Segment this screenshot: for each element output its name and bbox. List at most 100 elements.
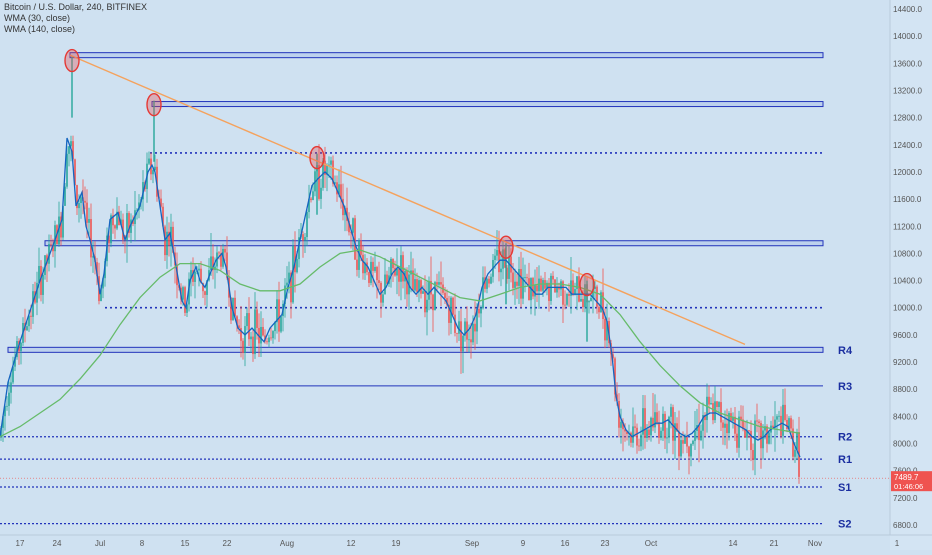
wma-140-line[interactable] <box>0 249 801 438</box>
y-tick-label: 8000.0 <box>893 440 918 449</box>
x-tick-label: 12 <box>347 539 356 548</box>
candle-body <box>526 277 528 279</box>
candle-body <box>514 281 516 288</box>
candle-body <box>412 270 414 291</box>
candle-body <box>202 282 204 292</box>
candle-body <box>576 276 578 290</box>
candle-body <box>472 323 474 343</box>
y-tick-label: 10400.0 <box>893 277 922 286</box>
candle-body <box>524 277 526 278</box>
candle-body <box>548 282 550 301</box>
candle-body <box>372 261 374 271</box>
candle-body <box>500 268 502 273</box>
candle-body <box>528 278 530 301</box>
candle-body <box>240 327 242 341</box>
candle-body <box>788 418 790 430</box>
candle-body <box>4 406 6 417</box>
candle-body <box>160 198 162 207</box>
candle-body <box>88 219 90 223</box>
candle-body <box>468 339 470 341</box>
x-tick-label: 1 <box>895 539 900 548</box>
peak-marker[interactable] <box>579 272 595 297</box>
peak-marker[interactable] <box>146 92 162 117</box>
candle-body <box>642 408 644 435</box>
candle-body <box>274 322 276 332</box>
candle-body <box>74 159 76 186</box>
x-tick-label: 19 <box>392 539 401 548</box>
y-tick-label: 8800.0 <box>893 385 918 394</box>
candle-body <box>78 203 80 209</box>
candle-body <box>46 255 48 264</box>
x-tick-label: 9 <box>521 539 526 548</box>
y-tick-label: 13200.0 <box>893 86 922 95</box>
candle-body <box>474 323 476 332</box>
candle-body <box>62 205 64 238</box>
candle-body <box>384 274 386 295</box>
candle-body <box>766 426 768 444</box>
candle-body <box>678 431 680 457</box>
candle-body <box>540 278 542 291</box>
peak-marker[interactable] <box>309 145 325 170</box>
candle-body <box>536 285 538 292</box>
peak-marker[interactable] <box>64 48 80 73</box>
descending-trendline[interactable] <box>69 54 746 346</box>
candle-body <box>686 436 688 447</box>
candle-body <box>286 282 288 286</box>
candle-body <box>440 282 442 285</box>
candle-body <box>8 392 10 406</box>
peak-marker[interactable] <box>498 235 514 259</box>
candle-body <box>550 275 552 301</box>
candle-body <box>756 420 758 422</box>
candle-body <box>640 434 642 447</box>
candle-body <box>206 280 208 295</box>
candle-body <box>20 342 22 352</box>
candle-body <box>16 341 18 358</box>
candle-body <box>570 280 572 296</box>
candle-body <box>422 291 424 294</box>
candle-body <box>674 423 676 441</box>
candle-body <box>260 326 262 344</box>
candle-body <box>338 184 340 195</box>
candle-body <box>366 262 368 273</box>
x-tick-label: Oct <box>645 539 658 548</box>
candle-body <box>226 252 228 278</box>
level-label: S2 <box>838 519 851 531</box>
indicator-wma-30[interactable]: WMA (30, close) <box>4 13 71 23</box>
candle-body <box>644 408 646 439</box>
candle-body <box>518 268 520 286</box>
wma-30-line[interactable] <box>0 137 801 458</box>
resistance-band[interactable] <box>69 52 824 59</box>
candle-body <box>774 419 776 428</box>
candle-body <box>306 212 308 238</box>
candle-body <box>724 423 726 428</box>
candle-body <box>204 291 206 295</box>
candle-body <box>446 298 448 305</box>
candle-body <box>456 332 458 334</box>
candle-body <box>482 277 484 309</box>
candle-body <box>712 403 714 421</box>
candle-body <box>790 418 792 429</box>
resistance-band[interactable] <box>7 346 824 353</box>
candle-body <box>782 404 784 436</box>
resistance-band[interactable] <box>151 101 824 108</box>
candle-body <box>708 396 710 405</box>
candle-body <box>750 430 752 451</box>
candle-body <box>350 232 352 234</box>
resistance-band[interactable] <box>44 240 824 247</box>
candle-body <box>298 237 300 260</box>
candle-body <box>622 421 624 430</box>
candle-body <box>168 231 170 246</box>
candle-body <box>354 218 356 260</box>
candle-body <box>590 297 592 302</box>
indicator-wma-140[interactable]: WMA (140, close) <box>4 24 76 34</box>
candle-body <box>276 299 278 323</box>
candle-body <box>762 430 764 449</box>
candle-body <box>480 308 482 314</box>
candle-body <box>444 292 446 299</box>
candle-body <box>334 182 336 184</box>
candle-body <box>324 160 326 175</box>
price-axis-panel[interactable] <box>890 0 932 550</box>
candle-body <box>630 432 632 443</box>
candle-body <box>638 445 640 447</box>
